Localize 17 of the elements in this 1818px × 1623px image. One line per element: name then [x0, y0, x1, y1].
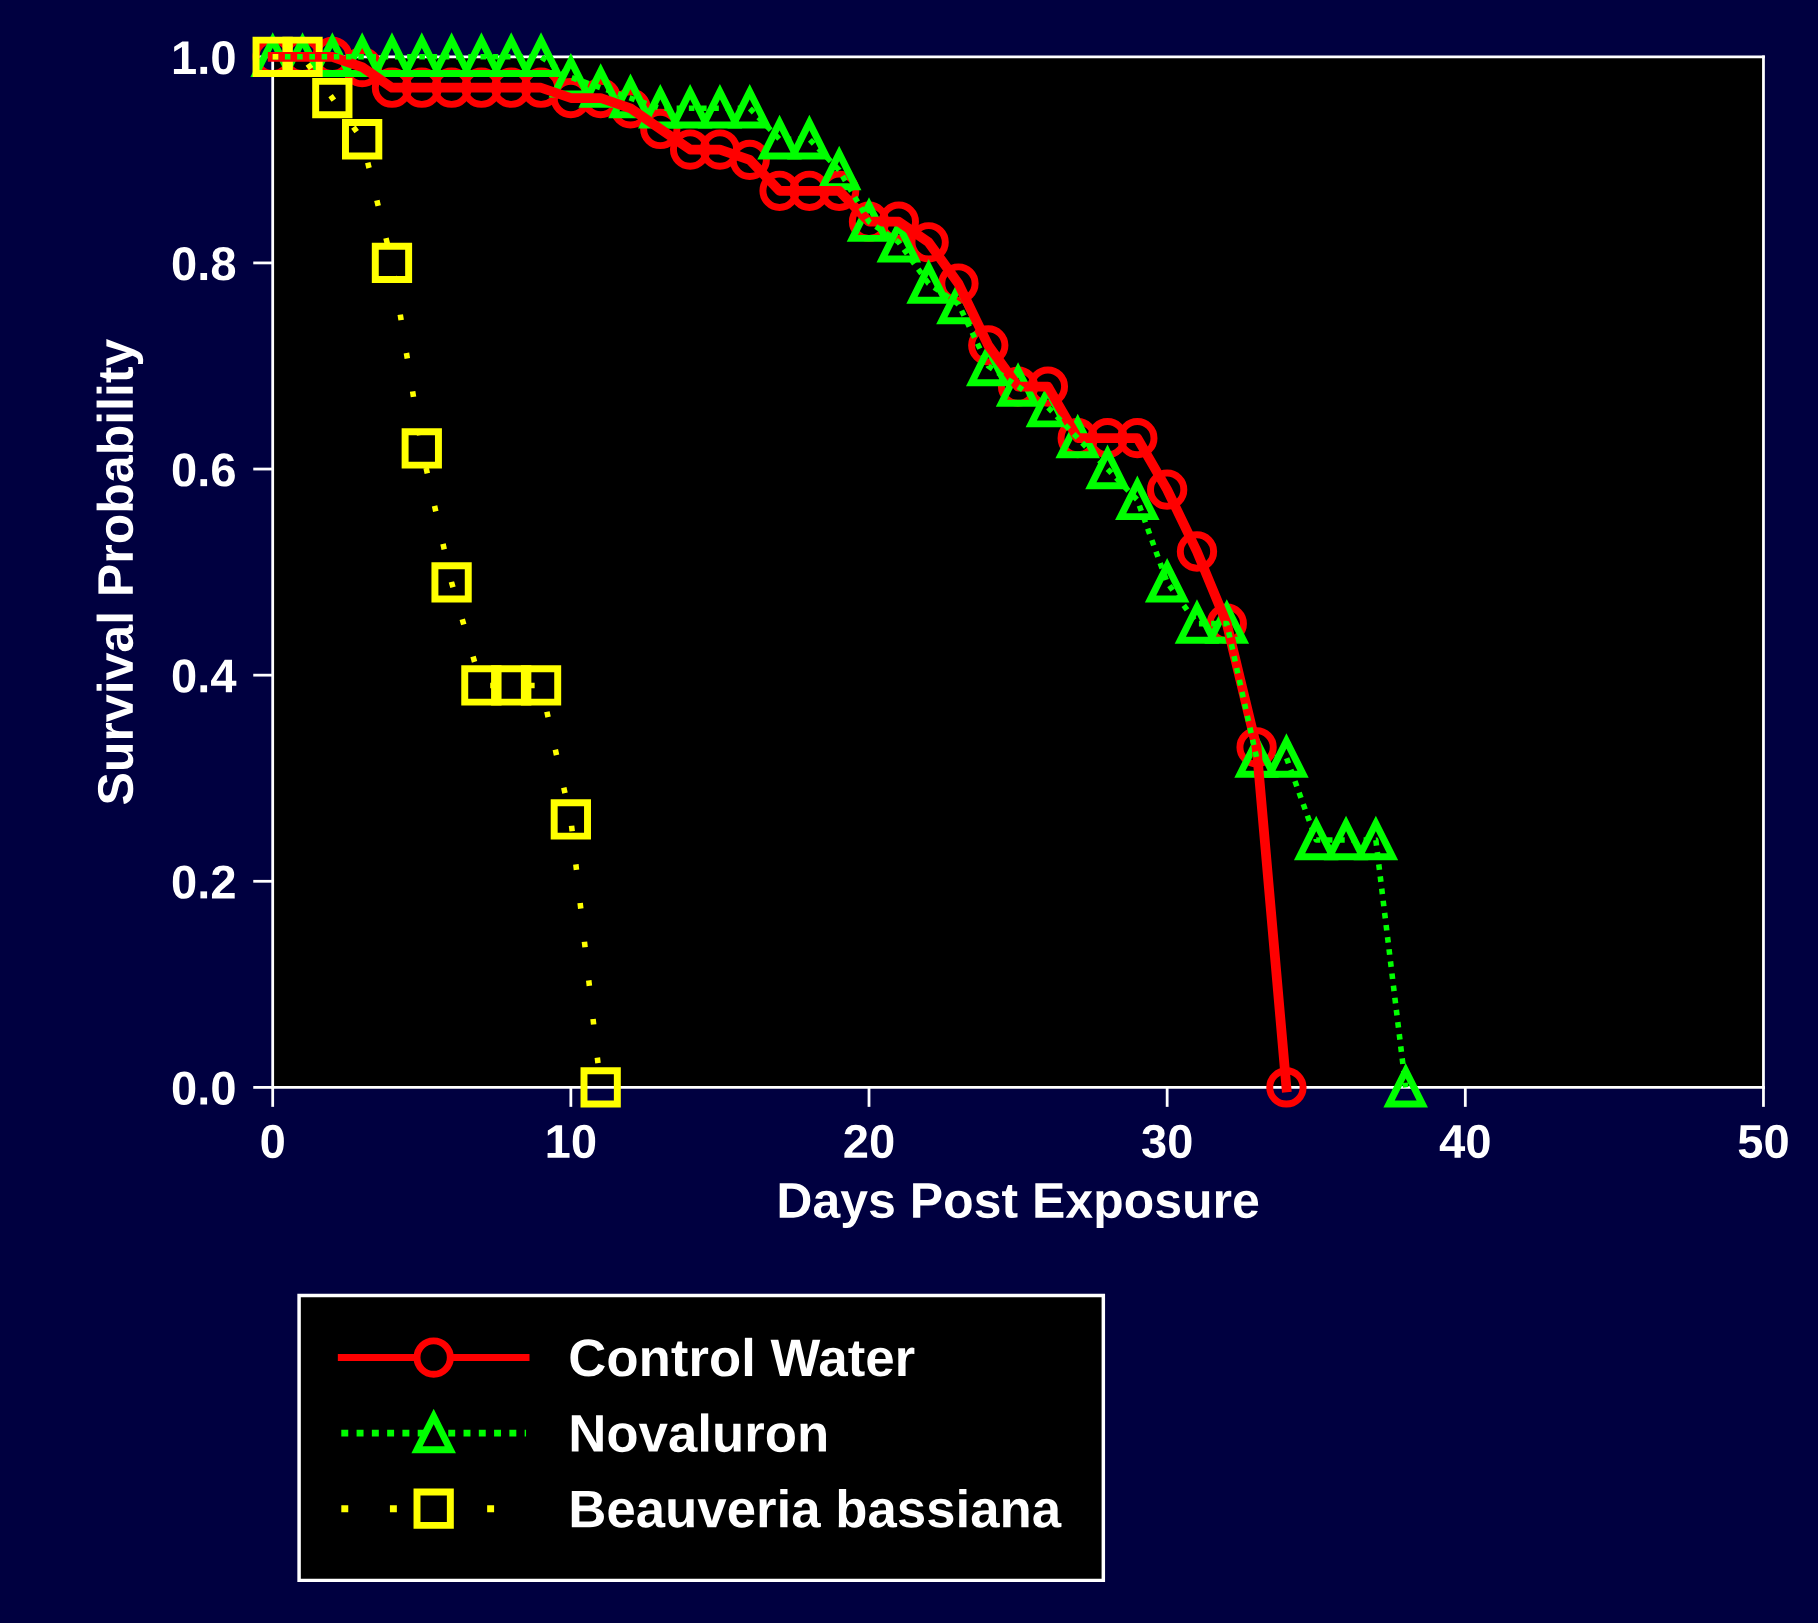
legend-label: Novaluron: [571, 1413, 826, 1453]
legend-label: Beauveria bassiana: [571, 1488, 1062, 1528]
y-tick-label: 0.4: [172, 659, 237, 693]
x-axis-title: Days Post Exposure: [779, 1183, 1259, 1229]
x-tick-label: 50: [1738, 1124, 1788, 1159]
legend-label: Control Water: [570, 1337, 915, 1377]
y-tick-label: 0.8: [172, 247, 236, 281]
y-axis-title: Survival Probability: [96, 338, 144, 805]
x-tick-label: 40: [1439, 1124, 1490, 1159]
x-tick-label: 20: [844, 1124, 894, 1159]
y-tick-label: 0.2: [172, 865, 235, 899]
x-tick-label: 0: [261, 1124, 284, 1159]
x-tick-label: 10: [547, 1124, 596, 1159]
y-tick-label: 0.0: [172, 1071, 235, 1105]
y-tick-label: 1.0: [173, 40, 235, 75]
x-tick-label: 30: [1141, 1124, 1192, 1159]
y-tick-label: 0.6: [172, 453, 235, 487]
